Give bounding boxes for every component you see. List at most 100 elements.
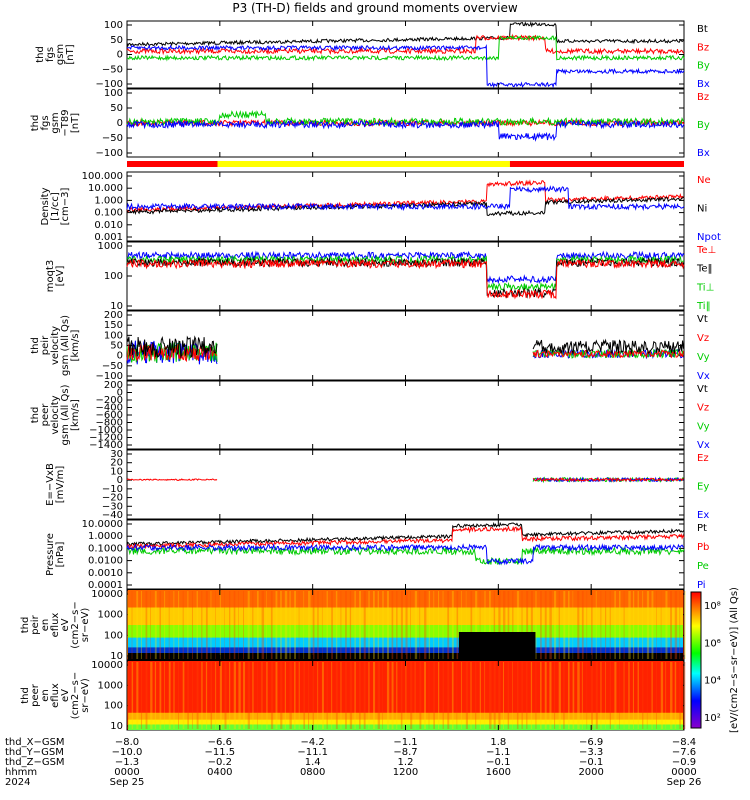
legend-Te‖: Te‖ [696,264,713,275]
spectrogram-stripe [507,662,510,729]
spectrogram-stripe [321,662,324,729]
spectrogram-stripe [303,662,306,729]
ytick-label: −20 [102,493,123,504]
xaxis-value: Sep 26 [667,777,702,788]
spectrogram-stripe [572,591,574,659]
spectrogram-stripe [345,662,347,729]
spectrogram-stripe [154,662,157,729]
spectrogram-stripe [312,591,315,659]
legend-Ey: Ey [697,482,709,493]
xaxis-value: 1200 [393,767,418,778]
xaxis-value: −0.1 [486,757,510,768]
spectrogram-stripe [679,591,681,659]
spectrogram-stripe [674,591,678,659]
spectrogram-stripe [201,662,203,729]
panel-frame-fgs [126,20,685,89]
ylabel-line: (cm2−s− [70,601,81,648]
spectrogram-stripe [600,591,602,659]
spectrogram-stripe [540,591,542,659]
spectrogram-stripe [465,591,467,659]
spectrogram-stripe [294,591,296,659]
spectrogram-stripe [168,591,170,659]
spectrogram-stripe [493,662,496,729]
spectrogram-stripe [660,591,662,659]
spectrogram-stripe [414,662,416,729]
spectrogram-stripe [289,662,292,729]
ylabel-line: (cm2−s− [70,672,81,719]
ytick-label: 200 [104,310,123,321]
trace-Bt [126,21,685,48]
ytick-label: −40 [102,510,123,521]
legend-Npot: Npot [697,232,721,243]
spectrogram-stripe [261,662,263,729]
xaxis-value: 1.8 [490,737,506,748]
spectrogram-stripe [340,591,342,659]
legend-Vz: Vz [697,403,709,414]
legend-Bx: Bx [697,148,710,159]
spectrogram-stripe [670,662,673,729]
ytick-label: 0.0001 [88,580,123,591]
spectrogram-stripe [461,662,463,729]
colorbar-tick: 10⁶ [704,638,721,649]
spectrogram-stripe [540,662,542,729]
legend-Bt: Bt [697,24,708,35]
spectrogram-stripe [563,591,566,659]
ytick-label: 1.0000 [88,531,123,542]
spectrogram-stripe [642,662,644,729]
spectrogram-stripe [465,662,468,729]
ytick-label: 0 [117,475,123,486]
ytick-label: 50 [110,35,123,46]
spectrogram-stripe [247,662,250,729]
xaxis-row-label: hhmm [5,767,37,778]
spectrogram-stripe [270,591,273,659]
ytick-label: 10.000 [88,183,123,194]
trace-By [126,109,685,127]
spectrogram-stripe [516,662,519,729]
trace-Vz [532,348,684,359]
ytick-label: −10 [102,484,123,495]
legend-Vz: Vz [697,333,709,344]
colorbar-label: [eV/(cm2−s−sr−eV)] (All Qs) [729,587,740,733]
ylabel-line: thd [20,617,31,634]
spectrogram-stripe [256,591,259,659]
spectrogram-stripe [577,591,580,659]
spectrogram-stripe [164,591,166,659]
spectrogram-stripe [530,662,533,729]
ytick-label: −50 [102,133,123,144]
spectrogram-stripe [345,591,347,659]
spectrogram-stripe [349,591,352,659]
spectrogram-stripe [247,591,250,659]
spectrogram-stripe [386,662,390,729]
spectrogram-stripe [544,591,547,659]
spectrogram-stripe [456,662,458,729]
spectrogram-stripe [173,591,175,659]
spectrogram-stripe [581,591,584,659]
spectrogram-stripe [646,591,650,659]
xaxis-value: −3.3 [579,747,603,758]
legend-Ne: Ne [697,175,711,186]
panel-frame-efield [126,449,685,520]
ytick-label: −1400 [89,440,123,451]
ytick-label: 150 [104,320,123,331]
spectrogram-stripe [646,662,648,729]
spectrogram-band [128,607,683,629]
spectrogram-stripe [637,662,639,729]
spectrogram-stripe [280,662,283,729]
spectrogram-stripe [605,662,606,729]
spectrogram-stripe [373,591,375,659]
spectrogram-stripe [586,662,588,729]
colorbar-tick: 10⁸ [704,601,721,612]
ytick-label: 30 [110,449,123,460]
spectrogram-stripe [489,591,491,659]
spectrogram-stripe [410,662,413,729]
legend-Vt: Vt [697,384,708,395]
xaxis-row-label: thd_Z−GSM [5,757,65,768]
spectrogram-stripe [530,591,533,659]
spectrogram-stripe [298,591,300,659]
spectrogram-stripe [145,662,148,729]
spectrogram-stripe [326,662,328,729]
spectrogram-stripe [628,662,630,729]
spectrogram-stripe [535,591,537,659]
ylabel-line: gsm [50,112,61,133]
chart-title: P3 (TH-D) fields and ground moments over… [232,1,518,15]
